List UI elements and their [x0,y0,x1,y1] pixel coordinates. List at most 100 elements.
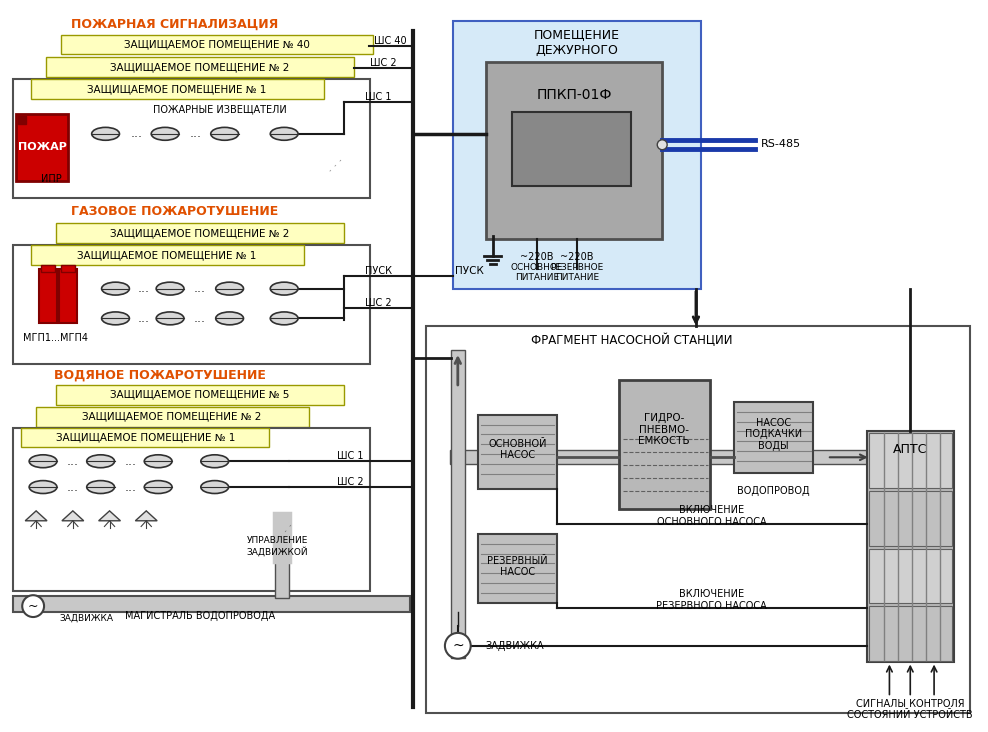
Text: ...: ... [124,455,136,468]
Ellipse shape [215,312,243,325]
Text: ...: ... [124,480,136,493]
Bar [485,62,662,239]
Bar [868,548,952,603]
Text: РЕЗЕРВНЫЙ
НАСОС: РЕЗЕРВНЫЙ НАСОС [487,556,547,578]
Text: ЗАЩИЩАЕМОЕ ПОМЕЩЕНИЕ № 40: ЗАЩИЩАЕМОЕ ПОМЕЩЕНИЕ № 40 [124,40,309,50]
Bar [18,116,27,124]
Bar [866,431,954,662]
Text: ...: ... [137,282,149,295]
Text: ШС 1: ШС 1 [338,452,364,461]
Bar [41,265,55,272]
Ellipse shape [30,481,57,493]
Text: МГП1...МГП4: МГП1...МГП4 [24,333,89,343]
Text: ВКЛЮЧЕНИЕ
РЕЗЕРВНОГО НАСОСА: ВКЛЮЧЕНИЕ РЕЗЕРВНОГО НАСОСА [656,589,768,611]
Text: ...: ... [194,312,206,325]
Ellipse shape [201,455,228,468]
Text: . . .: . . . [275,519,293,539]
Text: ЗАЩИЩАЕМОЕ ПОМЕЩЕНИЕ № 5: ЗАЩИЩАЕМОЕ ПОМЕЩЕНИЕ № 5 [110,389,289,400]
Ellipse shape [144,455,172,468]
Text: РЕЗЕРВНОЕ
ПИТАНИЕ: РЕЗЕРВНОЕ ПИТАНИЕ [550,263,604,283]
Text: ПУСК: ПУСК [454,266,483,276]
Text: ЗАЩИЩАЕМОЕ ПОМЕЩЕНИЕ № 2: ЗАЩИЩАЕМОЕ ПОМЕЩЕНИЕ № 2 [110,62,289,72]
Text: ЗАДВИЖКА: ЗАДВИЖКА [485,640,544,651]
Ellipse shape [156,282,184,295]
Text: ВОДЯНОЕ ПОЖАРОТУШЕНИЕ: ВОДЯНОЕ ПОЖАРОТУШЕНИЕ [54,368,266,381]
Text: ОСНОВНОЙ
НАСОС: ОСНОВНОЙ НАСОС [488,438,546,460]
Text: ...: ... [67,455,79,468]
Text: НАСОС
ПОДКАЧКИ
ВОДЫ: НАСОС ПОДКАЧКИ ВОДЫ [745,418,802,451]
Text: ШС 2: ШС 2 [337,477,364,487]
Text: ...: ... [67,480,79,493]
Bar [276,553,289,598]
Text: ПОЖАР: ПОЖАР [18,142,66,152]
Ellipse shape [102,312,129,325]
Text: ~: ~ [452,639,463,653]
Ellipse shape [271,312,298,325]
Bar [13,245,370,364]
Text: ЗАЩИЩАЕМОЕ ПОМЕЩЕНИЕ № 1: ЗАЩИЩАЕМОЕ ПОМЕЩЕНИЕ № 1 [55,433,235,442]
Text: УПРАВЛЕНИЕ
ЗАДВИЖКОЙ: УПРАВЛЕНИЕ ЗАДВИЖКОЙ [246,537,308,557]
Bar [32,79,324,99]
Bar [37,407,309,427]
Bar [59,269,77,324]
Polygon shape [99,511,121,520]
Text: ...: ... [130,127,142,141]
Bar [21,427,270,447]
Circle shape [657,140,667,150]
Text: ЗАДВИЖКА: ЗАДВИЖКА [59,613,113,622]
Text: ...: ... [194,282,206,295]
Bar [46,57,354,78]
Circle shape [22,595,44,617]
Bar [13,596,410,612]
Ellipse shape [30,455,57,468]
Text: ЗАЩИЩАЕМОЕ ПОМЕЩЕНИЕ № 2: ЗАЩИЩАЕМОЕ ПОМЕЩЕНИЕ № 2 [110,228,289,238]
Bar [451,350,464,658]
Text: ЗАЩИЩАЕМОЕ ПОМЕЩЕНИЕ № 1: ЗАЩИЩАЕМОЕ ПОМЕЩЕНИЕ № 1 [77,250,257,260]
Text: ВОДОПРОВОД: ВОДОПРОВОД [737,486,809,496]
Text: ~220В: ~220В [521,252,554,262]
Text: ГАЗОВОЕ ПОЖАРОТУШЕНИЕ: ГАЗОВОЕ ПОЖАРОТУШЕНИЕ [71,205,279,217]
Bar [477,534,557,603]
Bar [868,433,952,488]
Bar [61,34,373,54]
Bar [868,491,952,545]
Bar [453,20,700,288]
Text: . . .: . . . [324,154,344,173]
Bar [868,606,952,661]
Ellipse shape [156,312,184,325]
Text: ПОЖАРНАЯ СИГНАЛИЗАЦИЯ: ПОЖАРНАЯ СИГНАЛИЗАЦИЯ [71,18,279,31]
Ellipse shape [271,127,298,141]
Ellipse shape [210,127,238,141]
Text: ГИДРО-
ПНЕВМО-
ЕМКОСТЬ: ГИДРО- ПНЕВМО- ЕМКОСТЬ [638,413,690,446]
Polygon shape [62,511,84,520]
Text: ШС 1: ШС 1 [366,92,391,102]
Ellipse shape [201,481,228,493]
Text: ШС 40: ШС 40 [374,36,407,45]
Text: ВКЛЮЧЕНИЕ
ОСНОВНОГО НАСОСА: ВКЛЮЧЕНИЕ ОСНОВНОГО НАСОСА [657,505,767,526]
Text: RS-485: RS-485 [761,139,800,149]
Ellipse shape [144,481,172,493]
Text: МАГИСТРАЛЬ ВОДОПРОВОДА: МАГИСТРАЛЬ ВОДОПРОВОДА [124,611,275,621]
Text: ...: ... [190,127,202,141]
Bar [618,380,709,509]
Ellipse shape [102,282,129,295]
Ellipse shape [87,481,115,493]
Bar [13,427,370,591]
Text: ~220В: ~220В [560,252,594,262]
Text: ПОМЕЩЕНИЕ
ДЕЖУРНОГО: ПОМЕЩЕНИЕ ДЕЖУРНОГО [534,29,619,56]
Ellipse shape [151,127,179,141]
Bar [477,414,557,489]
Bar [13,79,370,198]
Ellipse shape [87,455,115,468]
Bar [56,223,344,243]
Text: ИПР: ИПР [41,174,61,184]
Text: ЗАЩИЩАЕМОЕ ПОМЕЩЕНИЕ № 1: ЗАЩИЩАЕМОЕ ПОМЕЩЕНИЕ № 1 [87,84,267,94]
Text: ШС 2: ШС 2 [366,299,392,308]
Bar [32,245,304,265]
Text: СИГНАЛЫ КОНТРОЛЯ
СОСТОЯНИЙ УСТРОЙСТВ: СИГНАЛЫ КОНТРОЛЯ СОСТОЯНИЙ УСТРОЙСТВ [848,698,973,720]
Ellipse shape [92,127,120,141]
Bar [16,114,68,182]
Ellipse shape [271,282,298,295]
Text: ПУСК: ПУСК [365,266,392,276]
Circle shape [445,633,470,659]
